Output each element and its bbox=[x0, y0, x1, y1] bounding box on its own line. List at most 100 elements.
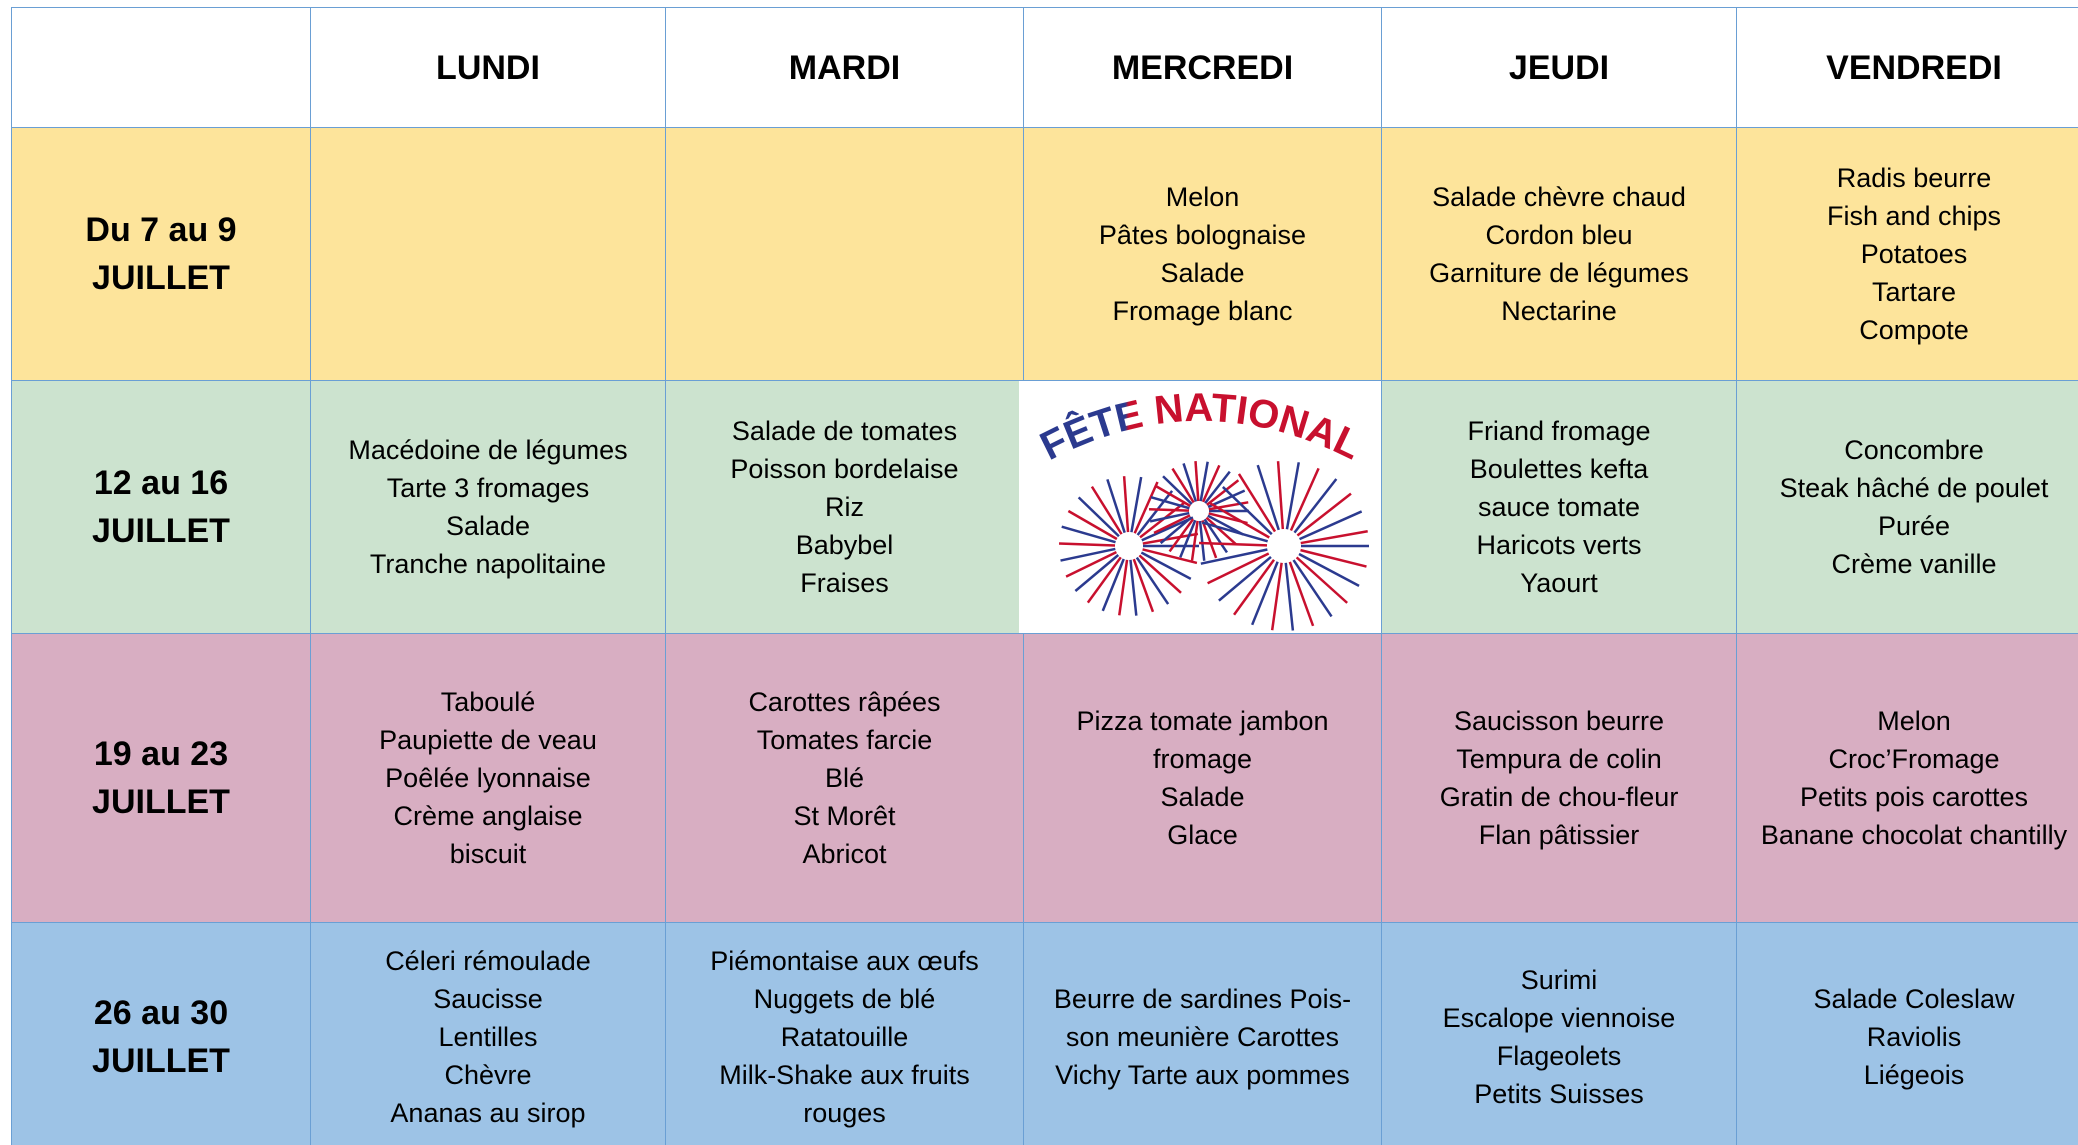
menu-item: Piémontaise aux œufs bbox=[710, 945, 979, 976]
firework-ray bbox=[1206, 479, 1240, 506]
menu-cell: Macédoine de légumes Tarte 3 fromages Sala… bbox=[310, 380, 666, 634]
menu-cell: Beurre de sardines Pois-son meunière Car… bbox=[1023, 922, 1382, 1145]
menu-item: Beurre de sardines Pois- bbox=[1053, 983, 1352, 1014]
firework-ray bbox=[1200, 548, 1268, 565]
firework-ray bbox=[1205, 516, 1237, 546]
firework-ray bbox=[1122, 476, 1130, 533]
menu-item: Crème vanille bbox=[1831, 549, 1997, 579]
day-header: LUNDI bbox=[310, 7, 666, 128]
menu-item: Abricot bbox=[802, 839, 887, 869]
firework-ray bbox=[1129, 559, 1138, 616]
menu-item: Saucisse bbox=[433, 983, 543, 1014]
corner-cell bbox=[11, 7, 311, 128]
menu-item: Pizza tomate jambon bbox=[1076, 706, 1329, 736]
menu-item: son meunière Carottes bbox=[1065, 1021, 1340, 1052]
firework-ray bbox=[1106, 479, 1126, 534]
firework-ray bbox=[1292, 559, 1333, 618]
firework-ray bbox=[1201, 521, 1269, 543]
menu-item: Pâtes bolognaise bbox=[1098, 220, 1307, 250]
week-label: 19 au 23 bbox=[93, 735, 229, 773]
day-header: MARDI bbox=[665, 7, 1024, 128]
menu-item: sauce tomate bbox=[1477, 492, 1641, 522]
firework-ray bbox=[1295, 556, 1349, 604]
firework-ray bbox=[1138, 554, 1182, 594]
firework-ray bbox=[1141, 516, 1194, 542]
menu-item: Croc’Fromage bbox=[1828, 744, 2000, 774]
menu-cell: Pizza tomate jambon fromage Salade Glace bbox=[1023, 633, 1382, 923]
week-label: 26 au 30 bbox=[93, 993, 229, 1032]
firework-ray bbox=[1058, 542, 1116, 547]
firework-ray bbox=[1237, 473, 1277, 533]
firework-ray bbox=[1182, 463, 1198, 502]
firework-ray bbox=[1288, 561, 1315, 627]
firework-ray bbox=[1067, 509, 1118, 541]
image-cell: FÊTE NATIONALE bbox=[1019, 380, 1382, 639]
firework-ray bbox=[1148, 508, 1190, 512]
firework-ray bbox=[1284, 562, 1295, 631]
day-header: JEUDI bbox=[1381, 7, 1737, 128]
week-cell: 19 au 23 JUILLET bbox=[11, 633, 311, 923]
firework-ray bbox=[1171, 467, 1195, 504]
week-cell: 12 au 16 JUILLET bbox=[11, 380, 311, 634]
menu-item: Surimi bbox=[1520, 964, 1598, 995]
menu-item: Compote bbox=[1859, 315, 1969, 345]
menu-item: Salade chèvre chaud bbox=[1432, 182, 1686, 212]
firework-ray bbox=[1162, 475, 1193, 505]
week-label: JUILLET bbox=[92, 512, 230, 550]
menu-cell: Piémontaise aux œufs Nuggets de blé Ratato… bbox=[665, 922, 1024, 1145]
menu-cell: Melon Pâtes bolognaise Salade Fromage blanc bbox=[1023, 127, 1382, 381]
menu-cell bbox=[310, 127, 666, 381]
menu-item: Yaourt bbox=[1520, 568, 1598, 598]
day-name: VENDREDI bbox=[1826, 48, 2002, 87]
menu-cell: Taboulé Paupiette de veau Poêlée lyonnaise… bbox=[310, 633, 666, 923]
week-cell: Du 7 au 9 JUILLET bbox=[11, 127, 311, 381]
menu-item: Friand fromage bbox=[1467, 416, 1651, 446]
menu-item: Tempura de colin bbox=[1456, 744, 1662, 774]
menu-cell: Saucisson beurre Tempura de colin Gratin d… bbox=[1381, 633, 1737, 923]
firework-ray bbox=[1149, 511, 1190, 523]
firework-ray bbox=[1198, 520, 1206, 561]
menu-item: Fish and chips bbox=[1826, 201, 2002, 231]
firework-ray bbox=[1132, 558, 1155, 613]
menu-item: Melon bbox=[1877, 706, 1951, 736]
firework-ray bbox=[1201, 464, 1221, 503]
menu-item: Chèvre bbox=[444, 1059, 532, 1090]
firework-ray bbox=[1077, 496, 1120, 538]
firework-ray bbox=[1293, 478, 1338, 534]
firework-ray bbox=[1233, 559, 1276, 616]
firework-ray bbox=[1090, 485, 1123, 535]
menu-cell: Carottes râpées Tomates farcie Blé St Morêt… bbox=[665, 633, 1024, 923]
menu-item: Tarte 3 fromages bbox=[386, 473, 590, 503]
menu-item: Salade bbox=[1160, 258, 1245, 288]
menu-item: Haricots verts bbox=[1476, 530, 1642, 560]
menu-item: Tranche napolitaine bbox=[369, 549, 607, 579]
day-header: MERCREDI bbox=[1023, 7, 1382, 128]
firework-ray bbox=[1221, 486, 1273, 536]
menu-cell: Salade chèvre chaud Cordon bleu Garniture … bbox=[1381, 127, 1737, 381]
firework-ray bbox=[1136, 490, 1174, 536]
day-name: MERCREDI bbox=[1111, 48, 1294, 87]
firework-ray bbox=[1300, 530, 1368, 545]
menu-cell: Salade de tomates Poisson bordelaise Riz Ba… bbox=[665, 380, 1024, 634]
firework-ray bbox=[1159, 516, 1193, 545]
firework-ray bbox=[1190, 520, 1199, 561]
firework-ray bbox=[1218, 555, 1272, 602]
firework-ray bbox=[1201, 519, 1218, 559]
firework-ray bbox=[1150, 496, 1190, 510]
menu-item: Céleri rémoulade bbox=[385, 945, 591, 976]
menu-item: Babybel bbox=[795, 530, 894, 560]
menu-item: Salade Coleslaw bbox=[1813, 983, 2015, 1014]
week-label: 12 au 16 bbox=[93, 464, 229, 502]
menu-item: Melon bbox=[1165, 182, 1240, 212]
firework-ray bbox=[1285, 462, 1300, 530]
menu-cell bbox=[665, 127, 1024, 381]
day-header: VENDREDI bbox=[1736, 7, 2078, 128]
firework-ray bbox=[1299, 510, 1363, 541]
week-label: JUILLET bbox=[92, 259, 230, 297]
menu-item: Milk-Shake aux fruits bbox=[719, 1059, 970, 1090]
menu-cell: Salade Coleslaw Raviolis Liégeois bbox=[1736, 922, 2078, 1145]
menu-item: Cordon bleu bbox=[1485, 220, 1633, 250]
menu-item: Boulettes kefta bbox=[1469, 454, 1649, 484]
menu-item: Salade de tomates bbox=[731, 416, 958, 446]
